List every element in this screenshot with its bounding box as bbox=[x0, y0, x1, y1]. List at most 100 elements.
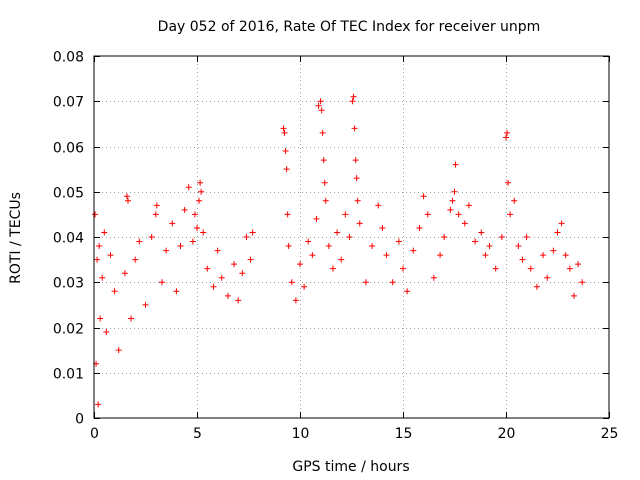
grid-layer bbox=[94, 56, 609, 418]
data-point bbox=[198, 188, 205, 195]
data-point bbox=[288, 279, 295, 286]
data-point bbox=[124, 197, 131, 204]
data-point bbox=[321, 179, 328, 186]
data-point bbox=[214, 247, 221, 254]
data-point bbox=[334, 229, 341, 236]
data-point bbox=[452, 161, 459, 168]
x-tick-label: 20 bbox=[498, 426, 516, 442]
data-point bbox=[322, 197, 329, 204]
data-point bbox=[351, 125, 358, 132]
axis-ticks bbox=[94, 56, 610, 419]
y-tick-label: 0.03 bbox=[53, 276, 84, 292]
data-point bbox=[410, 247, 417, 254]
x-tick-labels: 0 5 10 15 20 25 bbox=[90, 426, 618, 442]
data-point bbox=[424, 211, 431, 218]
data-point bbox=[416, 224, 423, 231]
data-point bbox=[320, 157, 327, 164]
data-point bbox=[451, 188, 458, 195]
data-point bbox=[362, 279, 369, 286]
data-point bbox=[239, 270, 246, 277]
data-point bbox=[346, 234, 353, 240]
y-axis-label: ROTI / TECUs bbox=[8, 192, 24, 284]
data-point bbox=[558, 220, 565, 227]
y-tick-label: 0.02 bbox=[53, 322, 84, 338]
data-point bbox=[115, 347, 122, 354]
data-point bbox=[210, 283, 217, 290]
data-point bbox=[97, 315, 104, 322]
y-tick-label: 0.07 bbox=[53, 95, 84, 111]
data-point bbox=[94, 256, 101, 263]
data-point bbox=[305, 238, 312, 245]
y-tick-labels: 0 0.01 0.02 0.03 0.04 0.05 0.06 0.07 0.08 bbox=[53, 50, 84, 428]
data-point bbox=[128, 315, 135, 322]
data-point bbox=[194, 224, 200, 231]
data-point bbox=[99, 274, 106, 281]
data-point bbox=[284, 211, 291, 218]
y-tick-label: 0.08 bbox=[53, 50, 84, 66]
data-point bbox=[533, 283, 540, 290]
data-point bbox=[153, 202, 160, 209]
x-tick-label: 5 bbox=[193, 426, 202, 442]
data-point bbox=[420, 193, 427, 200]
data-point bbox=[527, 265, 534, 272]
data-point bbox=[231, 261, 238, 268]
data-point bbox=[142, 301, 149, 308]
data-point bbox=[441, 234, 448, 240]
data-point bbox=[447, 206, 454, 213]
data-point bbox=[375, 202, 382, 209]
data-point bbox=[352, 157, 359, 164]
y-tick-label: 0.05 bbox=[53, 186, 84, 202]
data-point bbox=[492, 265, 499, 272]
data-point bbox=[313, 215, 320, 222]
data-point bbox=[285, 243, 292, 250]
data-point bbox=[315, 102, 322, 109]
data-point bbox=[283, 166, 290, 173]
data-point bbox=[96, 243, 103, 250]
data-point bbox=[107, 252, 114, 259]
data-point bbox=[152, 211, 159, 218]
data-point bbox=[191, 211, 198, 218]
data-point bbox=[282, 148, 289, 155]
data-point bbox=[465, 202, 472, 209]
data-point bbox=[338, 256, 345, 263]
data-point bbox=[404, 288, 411, 295]
y-tick-label: 0 bbox=[75, 412, 84, 428]
data-point bbox=[472, 238, 479, 245]
data-point bbox=[292, 297, 299, 304]
data-point bbox=[204, 265, 211, 272]
data-point bbox=[507, 211, 514, 218]
data-point bbox=[349, 98, 356, 105]
data-point bbox=[136, 238, 143, 245]
data-point bbox=[177, 243, 184, 250]
chart-title: Day 052 of 2016, Rate Of TEC Index for r… bbox=[158, 19, 541, 35]
data-point bbox=[309, 252, 316, 259]
data-point bbox=[103, 329, 110, 336]
y-tick-label: 0.01 bbox=[53, 367, 84, 383]
x-tick-label: 0 bbox=[90, 426, 99, 442]
x-axis-label: GPS time / hours bbox=[292, 459, 409, 475]
data-point bbox=[455, 211, 462, 218]
data-point bbox=[243, 234, 250, 240]
data-point bbox=[540, 252, 547, 259]
data-point bbox=[486, 243, 493, 250]
data-point bbox=[449, 197, 456, 204]
data-point bbox=[121, 270, 128, 277]
x-tick-label: 15 bbox=[395, 426, 413, 442]
data-point bbox=[169, 220, 176, 227]
data-point bbox=[185, 184, 192, 191]
data-point bbox=[369, 243, 376, 250]
x-tick-label: 25 bbox=[601, 426, 619, 442]
data-point bbox=[498, 234, 505, 240]
y-tick-label: 0.06 bbox=[53, 141, 84, 157]
data-point bbox=[562, 252, 569, 259]
data-point bbox=[189, 238, 196, 245]
data-point bbox=[158, 279, 165, 286]
data-point bbox=[389, 279, 396, 286]
data-point bbox=[200, 229, 207, 236]
data-point bbox=[570, 292, 577, 299]
data-point bbox=[511, 197, 518, 204]
data-point bbox=[163, 247, 170, 254]
data-point bbox=[353, 175, 360, 182]
data-point bbox=[101, 229, 108, 236]
